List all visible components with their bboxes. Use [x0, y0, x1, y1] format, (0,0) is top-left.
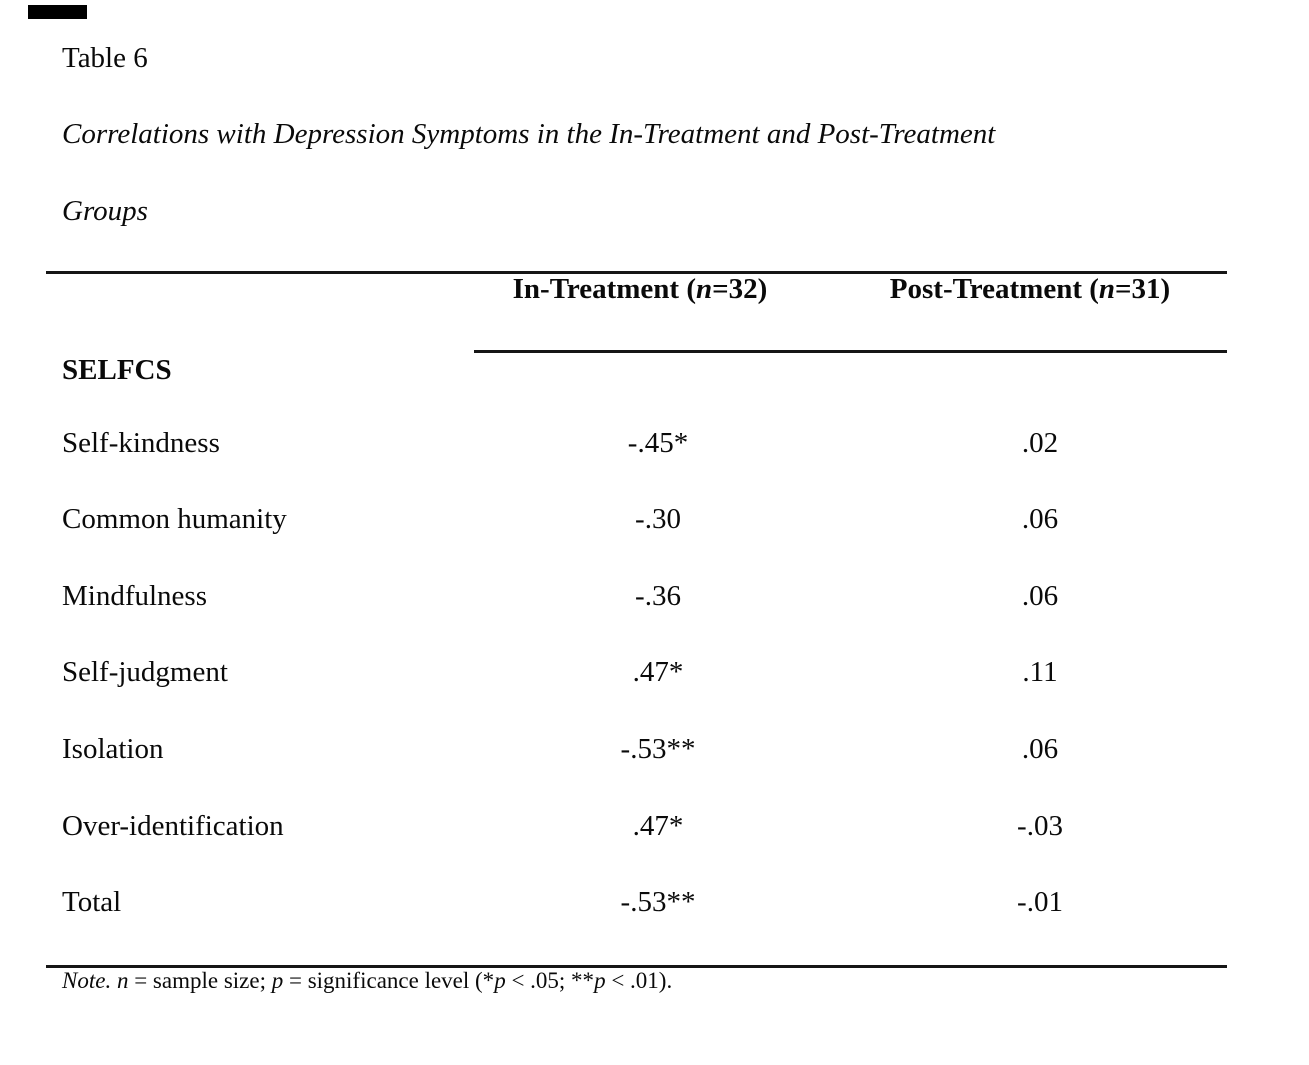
cell-in-treatment: -.53**	[620, 733, 696, 765]
table-row: Isolation -.53** .06	[0, 735, 1309, 777]
table-number: Table 6	[62, 42, 148, 74]
table-top-rule	[46, 271, 1227, 274]
scan-artifact	[28, 5, 87, 19]
table-row: Self-kindness -.45* .02	[0, 429, 1309, 471]
cell-post-treatment: .06	[1021, 503, 1059, 535]
table-row: Over-identification .47* -.03	[0, 812, 1309, 854]
cell-post-treatment: .02	[1021, 427, 1059, 459]
table-row: Mindfulness -.36 .06	[0, 582, 1309, 624]
row-label: Mindfulness	[62, 580, 207, 612]
table-caption-line1: Correlations with Depression Symptoms in…	[62, 118, 996, 150]
cell-post-treatment: .06	[1021, 580, 1059, 612]
table-row: Total -.53** -.01	[0, 888, 1309, 930]
cell-in-treatment: -.30	[635, 503, 681, 535]
column-header-post-treatment: Post-Treatment (n=31)	[889, 273, 1171, 305]
table-caption-line2: Groups	[62, 195, 148, 227]
cell-post-treatment: .06	[1021, 733, 1059, 765]
cell-in-treatment: .47*	[632, 656, 684, 688]
row-label: Isolation	[62, 733, 164, 765]
row-label: Common humanity	[62, 503, 287, 535]
row-label: Total	[62, 886, 122, 918]
cell-post-treatment: .11	[1022, 656, 1058, 688]
cell-post-treatment: -.01	[1017, 886, 1063, 918]
section-header-selfcs: SELFCS	[62, 354, 172, 386]
cell-in-treatment: .47*	[632, 810, 684, 842]
table-row: Self-judgment .47* .11	[0, 658, 1309, 700]
cell-post-treatment: -.03	[1017, 810, 1063, 842]
cell-in-treatment: -.36	[635, 580, 681, 612]
header-separator-rule	[474, 350, 1227, 353]
row-label: Over-identification	[62, 810, 284, 842]
column-header-in-treatment: In-Treatment (n=32)	[512, 273, 768, 305]
table-note: Note. n = sample size; p = significance …	[62, 968, 673, 993]
table-bottom-rule	[46, 965, 1227, 968]
table-row: Common humanity -.30 .06	[0, 505, 1309, 547]
cell-in-treatment: -.45*	[627, 427, 689, 459]
row-label: Self-kindness	[62, 427, 220, 459]
cell-in-treatment: -.53**	[620, 886, 696, 918]
row-label: Self-judgment	[62, 656, 228, 688]
